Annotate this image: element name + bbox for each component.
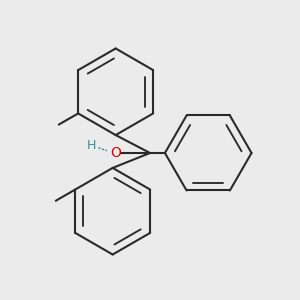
Text: O: O [110,146,121,160]
Text: H: H [87,139,97,152]
